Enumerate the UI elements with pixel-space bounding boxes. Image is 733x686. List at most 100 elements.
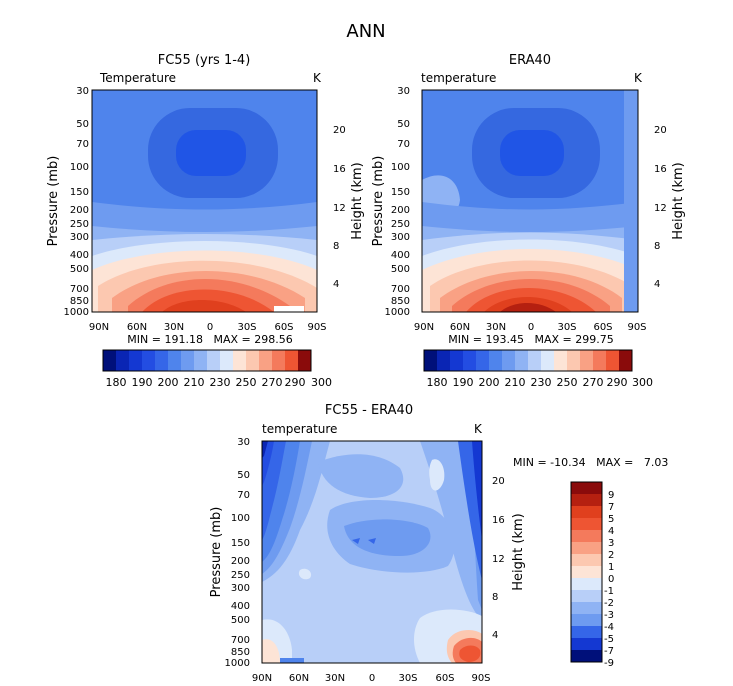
y2-tick-label: 4 xyxy=(333,279,339,290)
colorbar-swatch xyxy=(571,602,602,614)
colorbar-tick: 2 xyxy=(608,550,614,561)
y-axis-left: 30 50 70 100 150 200 250 300 400 500 700… xyxy=(46,86,89,318)
plot-frame xyxy=(421,89,639,313)
y-tick-label: 400 xyxy=(70,250,89,261)
colorbar-tick: -1 xyxy=(604,586,614,597)
y-tick-label: 700 xyxy=(231,635,250,646)
colorbar-tick: 230 xyxy=(531,376,552,389)
colorbar-tick: 9 xyxy=(608,490,614,501)
y-tick-label: 100 xyxy=(391,162,410,173)
colorbar-swatch xyxy=(168,350,181,371)
y-tick-label: 500 xyxy=(70,264,89,275)
y-tick-label: 300 xyxy=(231,583,250,594)
y2-tick-label: 8 xyxy=(333,241,339,252)
contour-fill xyxy=(92,90,317,312)
y-axis-title: Pressure (mb) xyxy=(209,507,224,598)
x-tick-label: 90S xyxy=(627,322,646,333)
min-max-stats: MIN = 191.18 MAX = 298.56 xyxy=(127,333,292,346)
colorbar-swatch xyxy=(155,350,168,371)
colorbar-swatch xyxy=(246,350,259,371)
plot-frame xyxy=(91,89,318,313)
x-tick-label: 30S xyxy=(398,673,417,684)
colorbar-tick: -3 xyxy=(604,610,614,621)
contour-fill xyxy=(422,90,638,312)
colorbar-tick: 290 xyxy=(285,376,306,389)
colorbar-tick: 0 xyxy=(608,574,614,585)
panel-difference: FC55 - ERA40 temperature K xyxy=(209,403,668,684)
y2-tick-label: 4 xyxy=(654,279,660,290)
y-axis-right: 20 16 12 8 4 Height (km) xyxy=(654,125,686,290)
x-tick-label: 30S xyxy=(557,322,576,333)
colorbar-tick: 3 xyxy=(608,538,614,549)
colorbar-swatch xyxy=(571,494,602,506)
x-tick-label: 0 xyxy=(369,673,375,684)
colorbar-swatch xyxy=(571,614,602,626)
colorbar-swatch xyxy=(129,350,142,371)
colorbar-tick: 300 xyxy=(632,376,653,389)
panel-fc55: FC55 (yrs 1-4) Temperature K 30 50 70 10… xyxy=(46,53,365,389)
y-tick-label: 70 xyxy=(76,139,89,150)
colorbar: 180 190 200 210 230 250 270 290 300 xyxy=(423,349,653,389)
x-tick-label: 30N xyxy=(486,322,506,333)
y2-tick-label: 20 xyxy=(492,476,505,487)
colorbar-tick: 270 xyxy=(583,376,604,389)
field-label: temperature xyxy=(421,71,496,85)
colorbar-swatch xyxy=(528,350,541,371)
panel-era40: ERA40 temperature K 30 50 70 100 xyxy=(371,53,686,389)
y-tick-label: 70 xyxy=(237,490,250,501)
x-tick-label: 60N xyxy=(127,322,147,333)
y-tick-label: 700 xyxy=(391,284,410,295)
y2-tick-label: 16 xyxy=(654,164,667,175)
colorbar-vertical: 9 7 5 4 3 2 1 0 -1 -2 -3 -4 -5 -7 -9 xyxy=(570,481,614,669)
x-tick-label: 0 xyxy=(528,322,534,333)
y2-tick-label: 16 xyxy=(333,164,346,175)
units-label: K xyxy=(474,422,483,436)
x-tick-label: 60S xyxy=(274,322,293,333)
colorbar-swatch xyxy=(116,350,129,371)
min-max-stats: MIN = 193.45 MAX = 299.75 xyxy=(448,333,613,346)
y2-tick-label: 12 xyxy=(333,203,346,214)
colorbar-swatch xyxy=(272,350,285,371)
colorbar-tick: 180 xyxy=(106,376,127,389)
colorbar-tick: 250 xyxy=(236,376,257,389)
colorbar-swatch xyxy=(142,350,155,371)
colorbar-swatch xyxy=(285,350,298,371)
colorbar-swatch xyxy=(571,566,602,578)
colorbar-tick: 1 xyxy=(608,562,614,573)
colorbar-tick: 5 xyxy=(608,514,614,525)
colorbar-swatch xyxy=(463,350,476,371)
y-tick-label: 50 xyxy=(237,470,250,481)
y2-axis-title: Height (km) xyxy=(511,513,526,590)
y-tick-label: 250 xyxy=(391,219,410,230)
y-tick-label: 850 xyxy=(70,296,89,307)
colorbar-tick: 190 xyxy=(132,376,153,389)
y-axis-title: Pressure (mb) xyxy=(371,156,386,247)
colorbar-tick: 300 xyxy=(311,376,332,389)
colorbar-tick: 180 xyxy=(427,376,448,389)
units-label: K xyxy=(634,71,643,85)
colorbar-tick: 270 xyxy=(262,376,283,389)
colorbar-tick: 4 xyxy=(608,526,614,537)
x-tick-label: 60S xyxy=(593,322,612,333)
y2-tick-label: 12 xyxy=(492,554,505,565)
y-axis-right: 20 16 12 8 4 Height (km) xyxy=(333,125,365,290)
colorbar-swatch xyxy=(207,350,220,371)
colorbar-swatch xyxy=(515,350,528,371)
x-tick-label: 60N xyxy=(450,322,470,333)
y-tick-label: 250 xyxy=(70,219,89,230)
colorbar-tick: 230 xyxy=(210,376,231,389)
colorbar-swatch xyxy=(424,350,437,371)
y-tick-label: 300 xyxy=(70,232,89,243)
y-tick-label: 400 xyxy=(231,601,250,612)
colorbar-swatch xyxy=(220,350,233,371)
y2-tick-label: 8 xyxy=(654,241,660,252)
x-tick-label: 90N xyxy=(414,322,434,333)
colorbar-swatch xyxy=(571,590,602,602)
colorbar-swatch xyxy=(571,530,602,542)
y2-axis-title: Height (km) xyxy=(350,162,365,239)
colorbar-tick: 200 xyxy=(158,376,179,389)
colorbar-swatch xyxy=(571,506,602,518)
colorbar: 180 190 200 210 230 250 270 290 300 xyxy=(102,349,332,389)
colorbar-swatch xyxy=(567,350,580,371)
